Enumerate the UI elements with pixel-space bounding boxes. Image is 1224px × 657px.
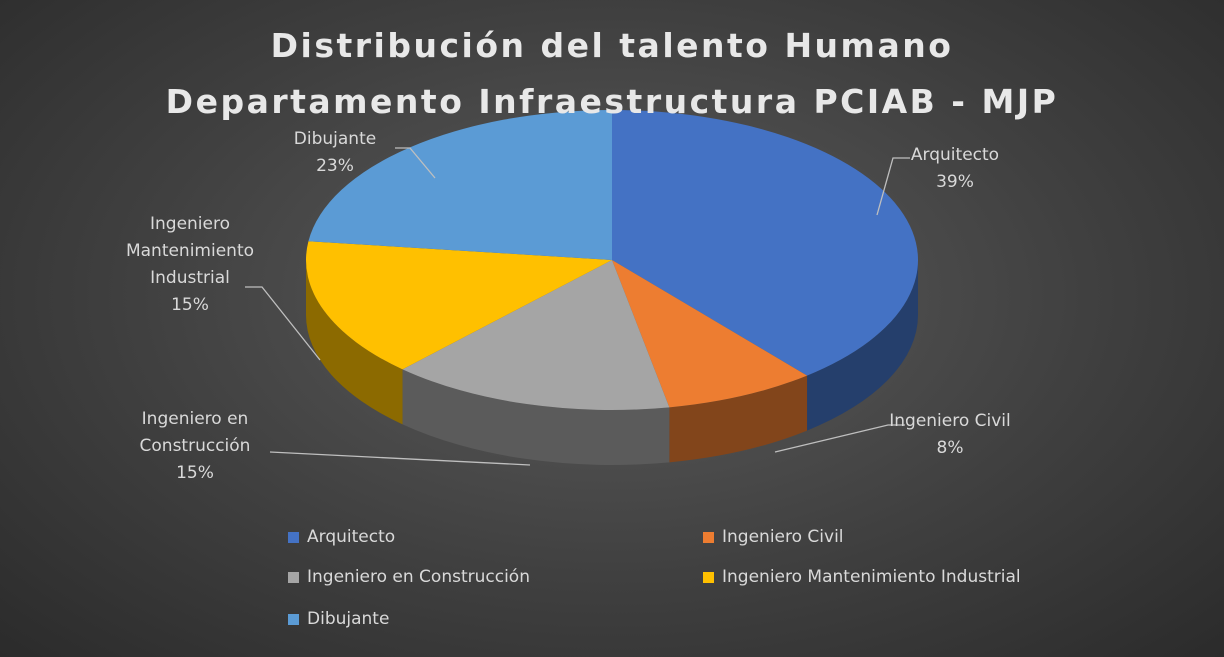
slice-side bbox=[306, 260, 403, 425]
data-label-value: 23% bbox=[316, 156, 354, 176]
leader-line bbox=[245, 286, 321, 361]
legend-swatch bbox=[703, 531, 714, 543]
slice bbox=[306, 241, 612, 370]
data-label-value: 15% bbox=[176, 463, 214, 483]
legend-swatch bbox=[288, 613, 299, 625]
data-label: Ingeniero en Construcción 15% bbox=[115, 406, 275, 487]
slice bbox=[308, 110, 612, 260]
legend-item: Ingeniero en Construcción bbox=[288, 567, 530, 587]
chart-subtitle: Departamento Infraestructura PCIAB - MJP bbox=[165, 82, 1059, 121]
slice-side bbox=[669, 375, 808, 463]
slice-side bbox=[402, 369, 670, 465]
legend-label: Ingeniero Mantenimiento Industrial bbox=[722, 567, 1021, 587]
legend-label: Dibujante bbox=[307, 609, 390, 629]
data-label-category: Ingeniero Mantenimiento Industrial bbox=[125, 214, 255, 288]
data-label-value: 39% bbox=[936, 172, 974, 192]
slice-side bbox=[807, 260, 918, 431]
data-label: Ingeniero Mantenimiento Industrial 15% bbox=[110, 211, 270, 319]
chart-title: Distribución del talento Humano bbox=[270, 26, 954, 65]
data-label: Dibujante 23% bbox=[255, 126, 415, 180]
data-label-value: 8% bbox=[936, 438, 964, 458]
legend-swatch bbox=[288, 531, 299, 543]
leader-line bbox=[774, 424, 905, 453]
data-label-category: Ingeniero en Construcción bbox=[139, 409, 251, 456]
legend-item: Ingeniero Civil bbox=[703, 527, 844, 547]
slice bbox=[612, 260, 808, 408]
legend-item: Ingeniero Mantenimiento Industrial bbox=[703, 567, 1021, 587]
legend-swatch bbox=[703, 571, 714, 583]
legend-item: Dibujante bbox=[288, 609, 389, 629]
legend-label: Ingeniero Civil bbox=[722, 527, 844, 547]
data-label: Arquitecto 39% bbox=[875, 142, 1035, 196]
leader-line bbox=[269, 451, 531, 466]
legend-label: Ingeniero en Construcción bbox=[307, 567, 530, 587]
data-label-category: Ingeniero Civil bbox=[889, 411, 1011, 431]
legend-item: Arquitecto bbox=[288, 527, 395, 547]
data-label-category: Dibujante bbox=[293, 129, 377, 149]
slice bbox=[612, 110, 919, 376]
leader-line bbox=[395, 147, 436, 179]
legend-label: Arquitecto bbox=[307, 527, 396, 547]
data-label: Ingeniero Civil 8% bbox=[870, 408, 1030, 462]
data-label-value: 15% bbox=[171, 295, 209, 315]
legend-swatch bbox=[288, 571, 299, 583]
slice bbox=[402, 260, 670, 410]
data-label-category: Arquitecto bbox=[910, 145, 1000, 165]
leader-line bbox=[876, 157, 910, 216]
